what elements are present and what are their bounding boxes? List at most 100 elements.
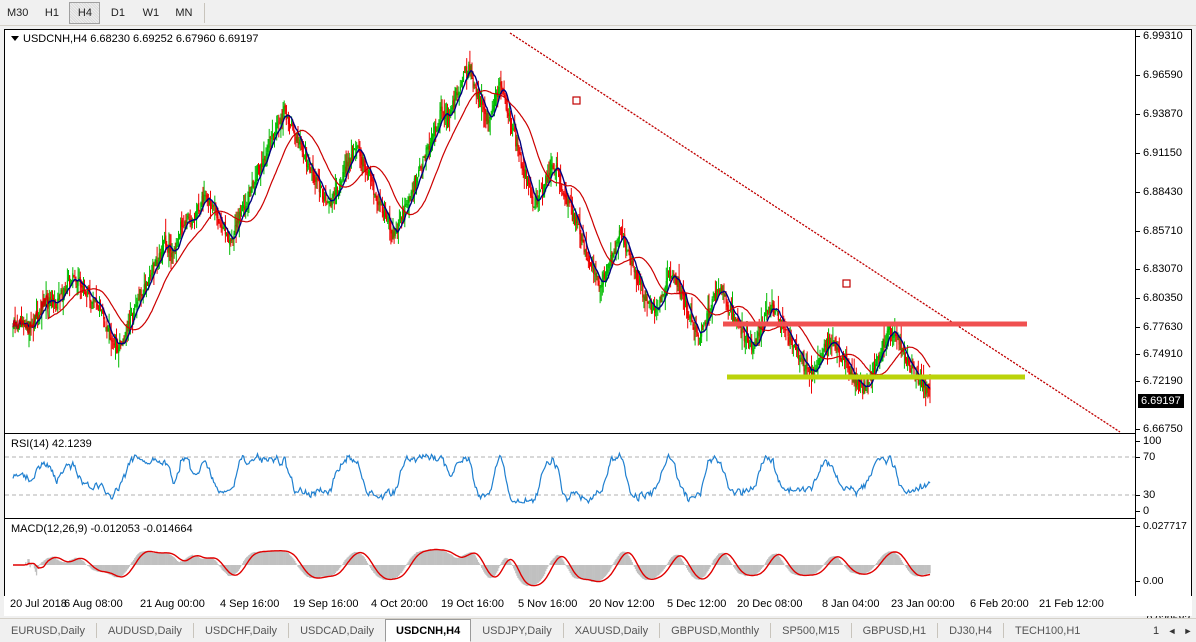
trendline-anchor-handle-2[interactable]: [842, 279, 851, 288]
time-label: 19 Sep 16:00: [293, 598, 359, 610]
tab-bar-spacer: [1091, 619, 1148, 642]
price-scale[interactable]: 6.99310 6.96590 6.93870 6.91150 6.88430 6.857…: [1135, 30, 1191, 625]
timeframe-h1[interactable]: H1: [44, 6, 59, 19]
scroll-right-icon[interactable]: ►: [1183, 625, 1193, 636]
tab-divider: [659, 623, 661, 638]
price-pane[interactable]: USDCNH,H4 6.68230 6.69252 6.67960 6.6919…: [5, 30, 1191, 434]
price-tick: [1136, 327, 1140, 328]
macd-tick: [1136, 581, 1140, 582]
timeframe-m30[interactable]: M30: [7, 6, 29, 19]
moving-average-fast: [12, 69, 931, 389]
scroll-left-icon[interactable]: ◄: [1167, 625, 1177, 636]
time-label: 4 Oct 20:00: [371, 598, 428, 610]
price-tick: [1136, 114, 1140, 115]
tab-divider: [770, 623, 772, 638]
price-tick: [1136, 269, 1140, 270]
tab-page-number: 1: [1152, 624, 1160, 637]
time-label: 6 Feb 20:00: [970, 598, 1029, 610]
price-tick-label: 6.72190: [1143, 375, 1183, 387]
rsi-tick-label: 30: [1143, 489, 1156, 501]
price-tick-label: 6.83070: [1143, 263, 1183, 275]
time-label: 6 Aug 08:00: [64, 598, 123, 610]
tab-dj30-h4[interactable]: DJ30,H4: [949, 624, 992, 637]
tab-divider: [95, 623, 97, 638]
timeframe-toolbar: M30 H1 H4 D1 W1 MN: [0, 0, 1196, 26]
candlestick-series: [12, 50, 931, 407]
price-tick: [1136, 36, 1140, 37]
rsi-tick: [1136, 441, 1140, 442]
tab-divider: [562, 623, 564, 638]
time-label: 20 Nov 12:00: [589, 598, 655, 610]
tab-gbpusd-h1[interactable]: GBPUSD,H1: [862, 624, 927, 637]
rsi-tick-label: 100: [1143, 435, 1162, 447]
trendline[interactable]: [509, 32, 1121, 433]
rsi-tick: [1136, 457, 1140, 458]
price-tick: [1136, 354, 1140, 355]
time-label: 23 Jan 00:00: [891, 598, 955, 610]
tab-usdchf-daily[interactable]: USDCHF,Daily: [204, 624, 278, 637]
time-label: 5 Nov 16:00: [518, 598, 578, 610]
tab-sp500-m15[interactable]: SP500,M15: [782, 624, 840, 637]
tab-audusd-daily[interactable]: AUDUSD,Daily: [107, 624, 182, 637]
toolbar-separator: [204, 2, 206, 23]
timeframe-h4[interactable]: H4: [69, 1, 101, 24]
trendline-anchor-handle[interactable]: [572, 96, 581, 105]
tab-usdcnh-h4[interactable]: USDCNH,H4: [385, 619, 472, 642]
time-label: 21 Feb 12:00: [1039, 598, 1104, 610]
price-tick-label: 6.93870: [1143, 108, 1183, 120]
tab-divider: [288, 623, 290, 638]
rsi-pane[interactable]: RSI(14) 42.1239: [5, 435, 1191, 519]
time-axis: 20 Jul 2018 6 Aug 08:00 21 Aug 00:00 4 S…: [4, 596, 1192, 616]
rsi-chart-svg: [5, 451, 1191, 505]
time-label: 20 Dec 08:00: [737, 598, 803, 610]
tab-divider: [850, 623, 852, 638]
time-label: 21 Aug 00:00: [140, 598, 205, 610]
rsi-line: [12, 451, 931, 505]
price-tick-label: 6.74910: [1143, 348, 1183, 360]
chart-frame[interactable]: USDCNH,H4 6.68230 6.69252 6.67960 6.6919…: [4, 29, 1192, 625]
tab-eurusd-daily[interactable]: EURUSD,Daily: [11, 624, 85, 637]
macd-tick-label: 0.027717: [1143, 520, 1187, 532]
macd-signal-line: [13, 548, 931, 587]
tab-usdjpy-daily[interactable]: USDJPY,Daily: [482, 624, 552, 637]
price-tick-label: 6.85710: [1143, 225, 1183, 237]
price-tick: [1136, 153, 1140, 154]
macd-pane[interactable]: MACD(12,26,9) -0.012053 -0.014664: [5, 520, 1191, 598]
tab-usdcad-daily[interactable]: USDCAD,Daily: [300, 624, 375, 637]
tab-gbpusd-monthly[interactable]: GBPUSD,Monthly: [671, 624, 760, 637]
time-label: 8 Jan 04:00: [822, 598, 880, 610]
price-tick: [1136, 75, 1140, 76]
price-tick-label: 6.99310: [1143, 30, 1183, 42]
tab-divider: [192, 623, 194, 638]
price-tick-label: 6.91150: [1143, 147, 1182, 159]
timeframe-w1[interactable]: W1: [142, 6, 160, 19]
rsi-tick: [1136, 495, 1140, 496]
price-tick: [1136, 298, 1140, 299]
price-tick: [1136, 231, 1140, 232]
macd-chart-svg: [13, 548, 931, 587]
macd-tick-label: 0.00: [1143, 575, 1164, 587]
rsi-tick-label: 70: [1143, 451, 1156, 463]
price-tick: [1136, 381, 1140, 382]
current-price-label: 6.69197: [1138, 394, 1184, 408]
timeframe-d1[interactable]: D1: [110, 6, 125, 19]
tab-divider: [1002, 623, 1004, 638]
timeframe-mn[interactable]: MN: [175, 6, 193, 19]
time-label: 5 Dec 12:00: [667, 598, 727, 610]
tab-xauusd-daily[interactable]: XAUUSD,Daily: [574, 624, 649, 637]
price-tick: [1136, 192, 1140, 193]
rsi-tick: [1136, 511, 1140, 512]
price-chart-svg: [12, 32, 1121, 433]
price-tick-label: 6.88430: [1143, 186, 1183, 198]
moving-average-slow: [12, 89, 931, 376]
rsi-tick-label: 0: [1143, 505, 1150, 517]
time-label: 19 Oct 16:00: [441, 598, 504, 610]
time-label: 20 Jul 2018: [10, 598, 67, 610]
symbol-tab-bar: EURUSD,Daily AUDUSD,Daily USDCHF,Daily U…: [0, 618, 1196, 642]
tab-tech100-h1[interactable]: TECH100,H1: [1014, 624, 1081, 637]
time-label: 4 Sep 16:00: [220, 598, 280, 610]
macd-tick: [1136, 526, 1140, 527]
price-tick-label: 6.96590: [1143, 69, 1183, 81]
price-tick-label: 6.77630: [1143, 321, 1183, 333]
